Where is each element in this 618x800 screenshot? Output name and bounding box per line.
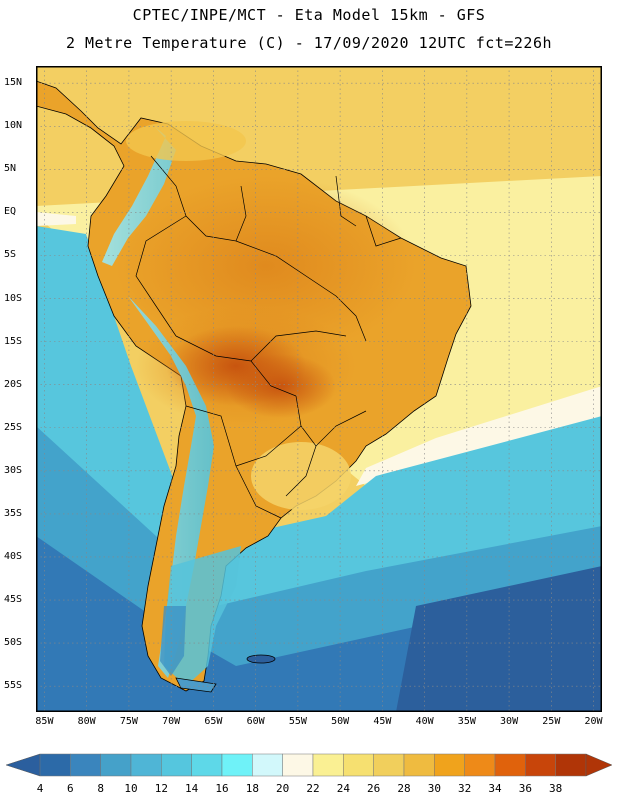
colorbar-swatch	[100, 753, 132, 777]
colorbar-swatch	[191, 753, 223, 777]
country-borders	[135, 155, 402, 519]
lon-label: 35W	[457, 716, 476, 727]
northern-mild-zone	[126, 121, 246, 161]
lon-label: 30W	[500, 716, 519, 727]
map-frame	[36, 66, 602, 712]
colorbar-label: 6	[67, 782, 74, 795]
colorbar-label: 16	[215, 782, 229, 795]
lat-label: 10N	[4, 120, 23, 132]
colorbar-label: 22	[306, 782, 320, 795]
colorbar-swatch	[312, 753, 344, 777]
lon-label: 80W	[77, 716, 96, 727]
colorbar-label: 26	[367, 782, 381, 795]
colorbar-label: 12	[154, 782, 168, 795]
ocean-deep-south	[396, 566, 602, 712]
colorbar-swatch	[282, 753, 314, 777]
lat-label: 15S	[4, 335, 23, 347]
lon-label: 25W	[542, 716, 561, 727]
colorbar-label: 18	[245, 782, 259, 795]
map-subtitle: 2 Metre Temperature (C) - 17/09/2020 12U…	[65, 34, 553, 52]
lon-label: 65W	[204, 716, 223, 727]
lon-label: 20W	[584, 716, 603, 727]
lat-label: 45S	[4, 594, 23, 606]
lon-label: 70W	[162, 716, 181, 727]
lon-label: 85W	[35, 716, 54, 727]
lat-label: EQ	[4, 206, 17, 218]
colorbar-high-arrow	[585, 753, 613, 777]
lat-label: 5N	[4, 163, 17, 175]
colorbar-label: 32	[458, 782, 472, 795]
lat-label: 20S	[4, 378, 23, 390]
lon-label: 55W	[288, 716, 307, 727]
lat-label: 5S	[4, 249, 17, 261]
colorbar-swatch	[434, 753, 465, 777]
lat-label: 15N	[4, 77, 23, 89]
lat-label: 50S	[4, 637, 23, 649]
south-brazil-mild-zone	[251, 442, 351, 510]
colorbar-label: 10	[124, 782, 138, 795]
colorbar-swatch	[403, 753, 435, 777]
colorbar-label: 30	[427, 782, 441, 795]
lon-label: 60W	[246, 716, 265, 727]
lat-label: 35S	[4, 507, 23, 519]
colorbar-label: 8	[97, 782, 104, 795]
colorbar-swatch	[525, 753, 556, 777]
colorbar-swatch	[464, 753, 496, 777]
tierra-del-fuego	[175, 677, 217, 693]
colorbar-swatch	[494, 753, 526, 777]
colorbar-label: 24	[336, 782, 350, 795]
pantanal-core-zone	[226, 354, 336, 418]
colorbar-swatch	[70, 753, 101, 777]
lat-label: 40S	[4, 550, 23, 562]
map-title: CPTEC/INPE/MCT - Eta Model 15km - GFS	[132, 6, 486, 24]
colorbar	[5, 753, 613, 777]
lon-label: 50W	[331, 716, 350, 727]
colorbar-swatch	[221, 753, 253, 777]
colorbar-label: 20	[276, 782, 290, 795]
colorbar-label: 38	[549, 782, 563, 795]
colorbar-label: 36	[518, 782, 532, 795]
colorbar-swatch	[39, 753, 71, 777]
lon-label: 40W	[415, 716, 434, 727]
lat-label: 55S	[4, 680, 23, 692]
falkland-islands	[246, 654, 276, 664]
colorbar-swatch	[130, 753, 162, 777]
colorbar-swatch	[555, 753, 587, 777]
colorbar-swatch	[343, 753, 374, 777]
lat-label: 25S	[4, 421, 23, 433]
colorbar-low-arrow	[5, 753, 41, 777]
colorbar-label: 34	[488, 782, 502, 795]
patagonia-cold-zone	[160, 606, 186, 676]
lat-label: 10S	[4, 292, 23, 304]
lon-label: 75W	[119, 716, 138, 727]
andes-cold-belt	[102, 126, 214, 678]
colorbar-label: 28	[397, 782, 411, 795]
colorbar-label: 14	[185, 782, 199, 795]
colorbar-swatch	[373, 753, 405, 777]
colorbar-label: 4	[36, 782, 44, 795]
temperature-map	[36, 66, 602, 712]
lat-label: 30S	[4, 464, 23, 476]
lon-label: 45W	[373, 716, 392, 727]
colorbar-swatch	[161, 753, 192, 777]
colorbar-swatch	[252, 753, 283, 777]
